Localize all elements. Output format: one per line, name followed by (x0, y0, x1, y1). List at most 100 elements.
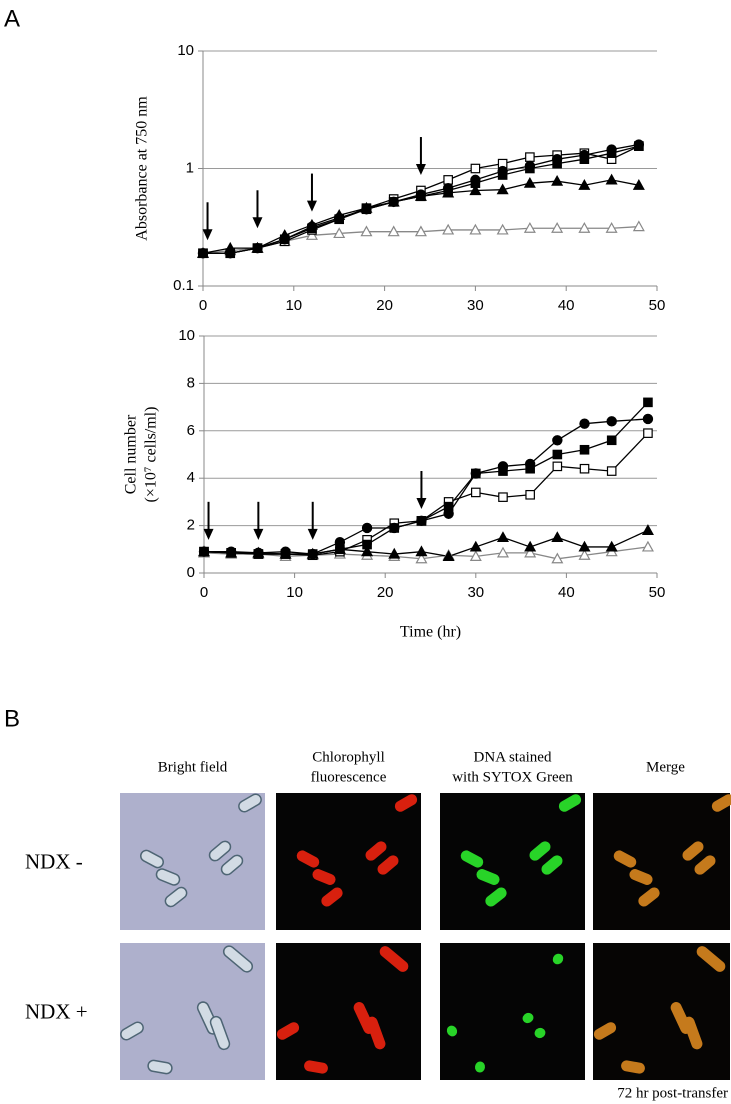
marker (469, 550, 482, 562)
note: 72 hr post-transfer (617, 1085, 728, 1101)
cell (694, 855, 716, 875)
marker (496, 531, 509, 543)
marker (523, 176, 536, 188)
cell (711, 794, 731, 812)
marker (525, 152, 535, 162)
marker (388, 196, 399, 208)
cell (460, 850, 484, 868)
marker (361, 204, 372, 215)
arrow-head (416, 498, 427, 510)
marker (496, 546, 509, 558)
micrograph (593, 943, 730, 1080)
marker (551, 153, 563, 165)
marker (470, 163, 481, 174)
marker (642, 413, 654, 425)
y-tick-label: 0.1 (173, 277, 194, 294)
cell (696, 946, 726, 972)
cell (276, 1022, 300, 1040)
column-header: DNA stained (474, 749, 552, 765)
marker (643, 428, 653, 438)
marker (416, 515, 427, 527)
marker (197, 248, 209, 259)
marker (225, 546, 237, 557)
marker (552, 461, 563, 472)
y-tick-label: 10 (177, 42, 194, 59)
panel-label: B (4, 705, 20, 732)
marker (469, 223, 482, 235)
cell (485, 887, 507, 907)
marker (632, 179, 645, 190)
marker (605, 222, 618, 233)
column-header: fluorescence (311, 769, 387, 785)
arrow-head (415, 164, 426, 176)
x-tick-label: 10 (286, 584, 303, 601)
cell (120, 1021, 144, 1041)
marker (279, 234, 290, 245)
marker (305, 229, 318, 240)
marker (643, 397, 653, 408)
marker (442, 550, 455, 562)
cell (379, 946, 409, 972)
y-tick-label: 1 (186, 159, 194, 176)
cell (220, 854, 244, 876)
marker (414, 225, 427, 237)
cell (558, 794, 582, 812)
x-tick-label: 20 (377, 584, 394, 601)
marker (606, 466, 617, 476)
y-tick-label: 0 (187, 564, 195, 581)
marker (579, 463, 590, 474)
marker (361, 545, 374, 557)
cell (304, 1060, 328, 1074)
cell (552, 953, 564, 965)
panel-label: A (4, 5, 20, 32)
marker (524, 160, 536, 172)
marker (362, 539, 372, 550)
marker (415, 545, 428, 557)
marker (443, 175, 453, 185)
marker (387, 225, 400, 237)
marker (578, 540, 591, 552)
marker (641, 524, 654, 535)
arrow-head (253, 528, 264, 540)
marker (579, 418, 590, 429)
column-header: with SYTOX Green (452, 769, 573, 785)
cell (638, 887, 660, 907)
marker (578, 222, 591, 233)
arrow-head (307, 528, 318, 540)
x-tick-label: 50 (649, 584, 666, 601)
marker (496, 183, 509, 195)
marker (306, 221, 318, 232)
x-tick-label: 30 (467, 297, 484, 314)
cell (365, 841, 387, 861)
marker (551, 531, 564, 543)
cell (238, 793, 262, 813)
marker (579, 444, 590, 455)
marker (360, 225, 373, 237)
row-label: NDX - (25, 849, 83, 873)
marker (579, 149, 590, 161)
cell (222, 945, 254, 973)
marker (415, 552, 428, 564)
marker (605, 540, 618, 552)
cell (147, 1059, 173, 1075)
marker (633, 139, 645, 150)
marker (606, 144, 617, 155)
x-tick-label: 40 (558, 297, 575, 314)
x-tick-label: 30 (467, 584, 484, 601)
marker (307, 548, 318, 560)
cell (312, 869, 336, 885)
cell (155, 868, 181, 886)
cell (446, 1025, 458, 1037)
micrograph (440, 793, 585, 930)
marker (498, 492, 508, 502)
marker (470, 174, 481, 186)
marker (225, 248, 236, 259)
x-tick-label: 10 (285, 297, 302, 314)
marker (334, 536, 346, 548)
marker (333, 227, 346, 239)
y-tick-label: 2 (187, 517, 195, 534)
marker (415, 189, 427, 200)
marker (606, 435, 617, 446)
row-label: NDX + (25, 999, 88, 1023)
x-tick-label: 0 (200, 584, 208, 601)
